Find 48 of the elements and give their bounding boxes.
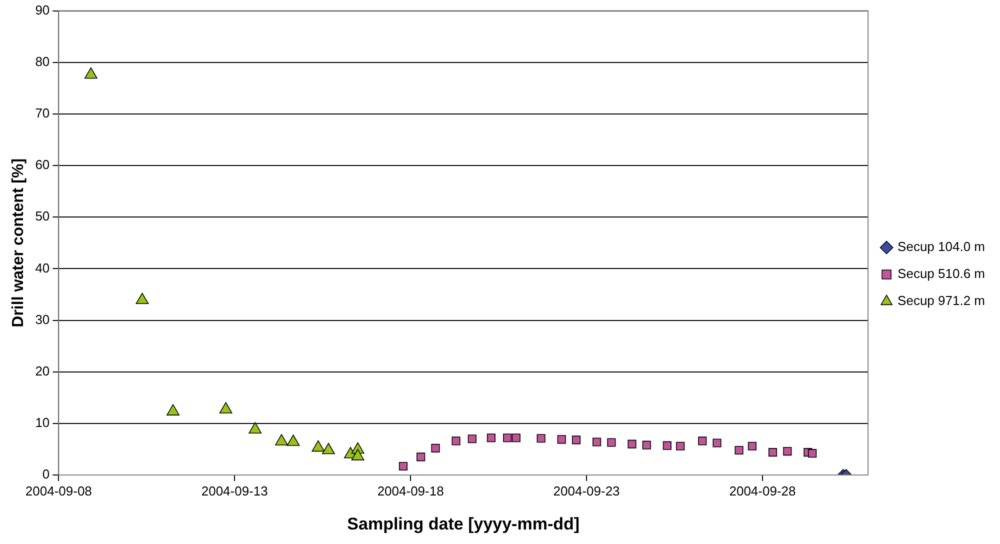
y-axis-title: Drill water content [%] [10, 158, 28, 328]
y-tick-label: 90 [35, 2, 50, 18]
point [416, 452, 426, 462]
point [431, 444, 440, 452]
point [452, 436, 460, 446]
y-tick-label: 40 [35, 260, 50, 276]
y-tick-label: 80 [35, 54, 50, 69]
x-tick-label: 2004-09-18 [377, 483, 444, 498]
point [808, 449, 817, 458]
point [468, 434, 476, 444]
point [536, 434, 546, 443]
y-tick-label: 50 [35, 208, 50, 224]
point [676, 442, 685, 450]
point [748, 442, 757, 450]
point [248, 422, 262, 434]
x-axis-title: Sampling date [yyyy-mm-dd] [347, 514, 580, 534]
y-tick-label: 60 [35, 157, 50, 172]
point [768, 448, 778, 457]
y-tick-label: 10 [35, 415, 50, 430]
point [662, 441, 672, 450]
legend-label: Secup 510.6 m [898, 266, 986, 282]
y-tick-label: 70 [35, 106, 50, 121]
point [84, 67, 98, 79]
legend-label: Secup 971.2 m [898, 293, 986, 308]
point [712, 438, 722, 448]
y-tick-label: 30 [35, 312, 50, 327]
x-tick-label: 2004-09-28 [729, 483, 796, 498]
point [557, 435, 566, 444]
y-tick-label: 0 [42, 466, 50, 482]
x-tick-label: 2004-09-13 [201, 483, 268, 498]
point [486, 434, 496, 442]
point [607, 438, 616, 447]
point [628, 440, 636, 448]
point [592, 438, 602, 446]
point [136, 292, 149, 304]
legend-label: Secup 104.0 m [898, 239, 986, 254]
y-tick-label: 20 [35, 363, 50, 378]
point [512, 434, 520, 442]
point [503, 434, 512, 442]
point [734, 446, 744, 455]
point [572, 436, 581, 444]
point [219, 402, 232, 414]
point [398, 462, 408, 471]
point [642, 440, 651, 450]
x-tick-label: 2004-09-23 [553, 483, 620, 498]
point [698, 436, 707, 446]
x-tick-label: 2004-09-08 [25, 483, 92, 498]
point [783, 446, 792, 456]
